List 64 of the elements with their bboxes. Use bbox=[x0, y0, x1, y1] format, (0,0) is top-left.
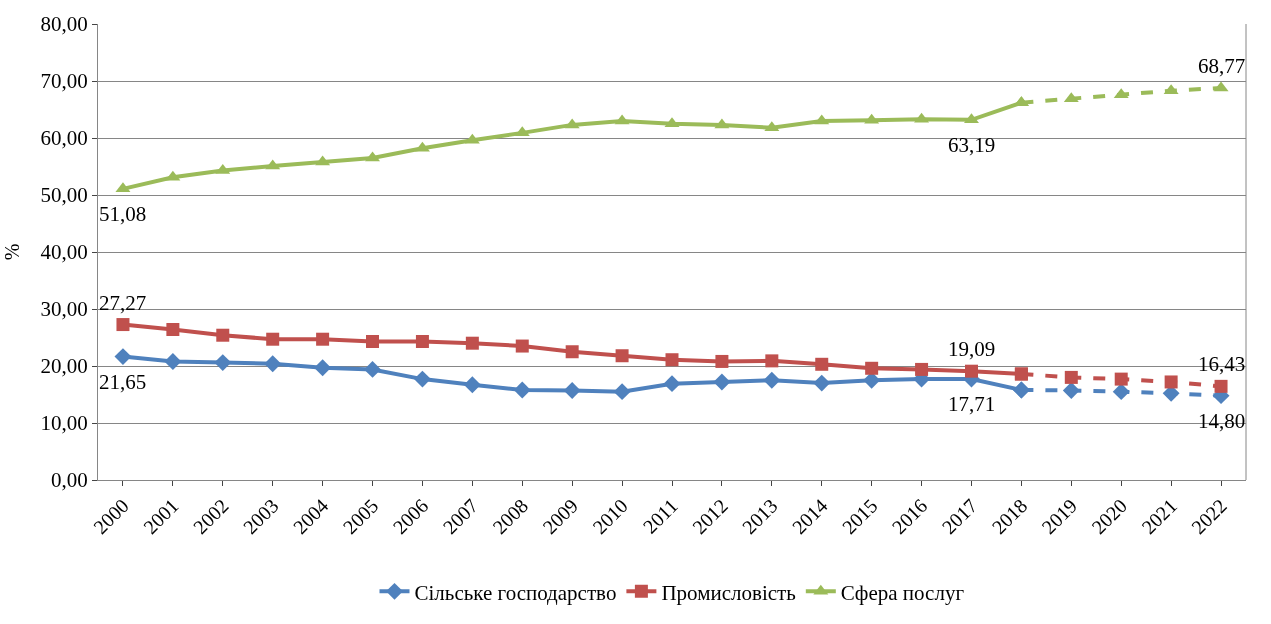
point bbox=[563, 382, 581, 399]
point bbox=[763, 371, 781, 389]
point bbox=[815, 357, 829, 371]
point bbox=[415, 334, 429, 348]
annotation: 63,19 bbox=[948, 133, 996, 157]
point bbox=[1164, 375, 1178, 389]
annotation: 19,09 bbox=[948, 337, 996, 361]
point bbox=[515, 339, 529, 353]
point bbox=[713, 373, 731, 391]
annotation: 16,43 bbox=[1198, 352, 1246, 376]
point bbox=[964, 364, 978, 378]
point bbox=[1064, 370, 1078, 384]
point bbox=[463, 376, 481, 394]
point bbox=[1012, 381, 1030, 399]
point bbox=[915, 362, 929, 376]
point bbox=[364, 360, 381, 378]
point bbox=[865, 361, 879, 375]
point bbox=[1112, 383, 1130, 401]
y-axis-title: % bbox=[1, 243, 24, 261]
point bbox=[214, 354, 232, 372]
y-tick-label: 50,00 bbox=[40, 183, 88, 208]
point bbox=[1014, 367, 1028, 381]
point bbox=[513, 381, 531, 399]
point bbox=[1062, 382, 1080, 399]
point bbox=[465, 336, 479, 350]
point bbox=[615, 349, 629, 363]
point bbox=[663, 375, 681, 393]
point bbox=[114, 348, 132, 366]
point bbox=[565, 345, 579, 359]
y-tick-label: 60,00 bbox=[40, 126, 88, 151]
annotation: 51,08 bbox=[99, 202, 147, 226]
point bbox=[413, 370, 431, 388]
legend-label: Сфера послуг bbox=[840, 580, 965, 605]
point bbox=[316, 332, 330, 346]
point bbox=[665, 353, 679, 367]
annotation: 68,77 bbox=[1198, 54, 1246, 78]
point bbox=[813, 374, 831, 392]
point bbox=[366, 334, 380, 348]
point bbox=[1214, 379, 1228, 393]
point bbox=[613, 383, 631, 401]
y-tick-label: 0,00 bbox=[51, 468, 88, 493]
y-tick-label: 40,00 bbox=[40, 240, 88, 265]
annotation: 17,71 bbox=[948, 392, 996, 416]
y-tick-label: 70,00 bbox=[40, 69, 88, 94]
point bbox=[166, 323, 180, 337]
annotation: 21,65 bbox=[99, 370, 147, 394]
point bbox=[1114, 372, 1128, 386]
point bbox=[264, 355, 282, 373]
annotation: 14,80 bbox=[1198, 409, 1246, 433]
legend-label: Промисловість bbox=[661, 580, 796, 605]
point bbox=[314, 359, 332, 377]
point bbox=[216, 328, 230, 342]
y-tick-label: 20,00 bbox=[40, 354, 88, 379]
x-tick-label: 2011 bbox=[638, 494, 682, 538]
point bbox=[164, 352, 182, 370]
point bbox=[765, 354, 779, 368]
point bbox=[266, 332, 280, 346]
legend-label: Сільське господарство bbox=[414, 580, 617, 605]
y-tick-label: 30,00 bbox=[40, 297, 88, 322]
annotation: 27,27 bbox=[99, 291, 147, 315]
y-tick-label: 10,00 bbox=[40, 411, 88, 436]
y-tick-label: 80,00 bbox=[40, 12, 88, 37]
point bbox=[715, 354, 729, 368]
point bbox=[116, 318, 130, 332]
